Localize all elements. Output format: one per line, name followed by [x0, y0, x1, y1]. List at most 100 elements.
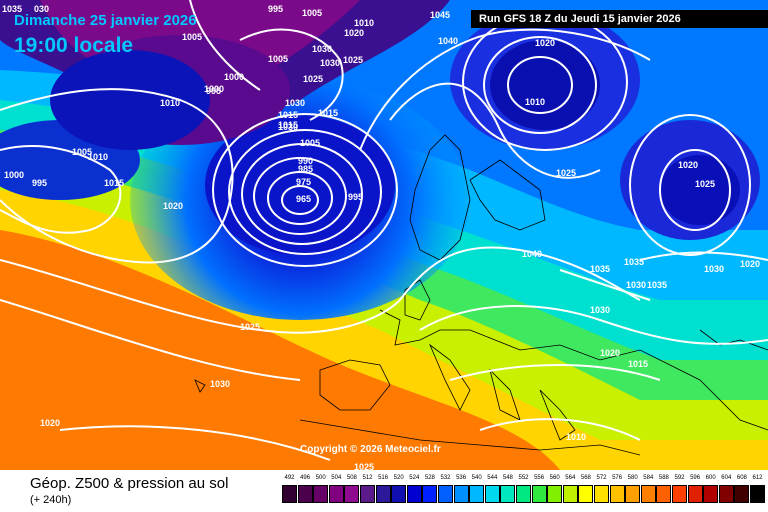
isobar-label: 1035: [624, 257, 644, 267]
legend-tick: 576: [612, 475, 623, 481]
isobar-label: 1010: [525, 97, 545, 107]
isobar-label: 990: [298, 156, 313, 166]
isobar-label: 1035: [590, 264, 610, 274]
isobar-label: 1010: [566, 432, 586, 442]
legend-swatch: [282, 485, 297, 503]
forecast-date: Dimanche 25 janvier 2026: [14, 12, 197, 29]
legend-tick: 600: [705, 475, 716, 481]
legend-swatch: [562, 485, 578, 503]
legend-swatch: [547, 485, 563, 503]
legend-tick: 536: [456, 475, 467, 481]
legend-tick: 520: [393, 475, 404, 481]
legend-tick: 584: [643, 475, 654, 481]
legend-tick: 608: [736, 475, 747, 481]
isobar-label: 1020: [344, 28, 364, 38]
isobar-label: 1030: [626, 280, 646, 290]
legend-tick: 496: [300, 475, 311, 481]
run-info: Run GFS 18 Z du Jeudi 15 janvier 2026: [471, 10, 768, 28]
legend-swatch: [406, 485, 422, 503]
legend-tick: 508: [346, 475, 357, 481]
legend-swatch: [734, 485, 750, 503]
legend-tick: 524: [409, 475, 420, 481]
isobar-label: 1000: [224, 72, 244, 82]
isobar-label: 1015: [278, 120, 298, 130]
isobar-label: 1025: [343, 55, 363, 65]
isobar-label: 1025: [303, 74, 323, 84]
legend-tick: 592: [674, 475, 685, 481]
legend-swatch: [531, 485, 547, 503]
isobar-label: 1040: [438, 36, 458, 46]
legend-tick: 556: [534, 475, 545, 481]
isobar-label: 1030: [320, 58, 340, 68]
legend-swatch: [391, 485, 407, 503]
isobar-label: 995: [268, 4, 283, 14]
isobar-label: 1025: [240, 322, 260, 332]
legend-tick: 604: [721, 475, 732, 481]
legend-swatch: [422, 485, 438, 503]
isobar-label: 1020: [678, 160, 698, 170]
legend-tick: 572: [596, 475, 607, 481]
isobar-label: 1000: [204, 84, 224, 94]
isobar-label: 1005: [72, 147, 92, 157]
legend-tick: 540: [471, 475, 482, 481]
isobar-label: 1025: [556, 168, 576, 178]
legend-swatch: [625, 485, 641, 503]
legend-tick: 492: [284, 475, 295, 481]
legend-tick: 560: [549, 475, 560, 481]
isobar-label: 1040: [522, 249, 542, 259]
isobar-label: 995: [206, 86, 221, 96]
isobar-label: 1035: [2, 4, 22, 14]
legend-tick: 528: [424, 475, 435, 481]
legend-swatch: [360, 485, 375, 503]
isobar-label: 1030: [210, 379, 230, 389]
isobar-label: 1000: [4, 170, 24, 180]
isobar-label: 1010: [88, 152, 108, 162]
legend-swatch: [484, 485, 500, 503]
isobar-label: 1020: [740, 259, 760, 269]
geopotential-field: [0, 0, 768, 470]
isobar-label: 1030: [312, 44, 332, 54]
coastlines: [194, 134, 768, 456]
isobar-label: 1020: [163, 201, 183, 211]
legend-swatch: [297, 485, 313, 503]
isobar-labels: 1035 030 995 100510101045100510301020104010…: [2, 4, 760, 470]
isobar-label: 1025: [695, 179, 715, 189]
isobar-label: 1045: [430, 10, 450, 20]
isobar-label: 1015: [628, 359, 648, 369]
isobars: [0, 0, 768, 461]
isobar-label: 1005: [302, 8, 322, 18]
legend-tick: 544: [487, 475, 498, 481]
legend-swatch: [750, 485, 765, 503]
legend-swatch: [609, 485, 625, 503]
legend-tick: 532: [440, 475, 451, 481]
isobar-label: 985: [298, 164, 313, 174]
isobar-label: 995: [32, 178, 47, 188]
legend-tick: 548: [502, 475, 513, 481]
legend-tick: 552: [518, 475, 529, 481]
isobar-label: 1005: [182, 32, 202, 42]
legend-swatch: [469, 485, 485, 503]
legend-swatch: [718, 485, 734, 503]
isobar-label: 1015: [318, 108, 338, 118]
legend-tick: 588: [658, 475, 669, 481]
isobar-label: 1030: [704, 264, 724, 274]
legend-swatch: [328, 485, 344, 503]
legend-swatch: [640, 485, 656, 503]
isobar-label: 1020: [40, 418, 60, 428]
legend-swatch: [313, 485, 329, 503]
legend-tick: 612: [752, 475, 763, 481]
legend-swatch: [344, 485, 360, 503]
legend-tick: 580: [627, 475, 638, 481]
isobar-label: 1015: [104, 178, 124, 188]
legend-swatch: [687, 485, 703, 503]
isobar-label: 965: [296, 194, 311, 204]
legend-swatch: [516, 485, 531, 503]
legend-tick: 500: [315, 475, 326, 481]
legend-tick: 516: [378, 475, 389, 481]
isobar-label: 1005: [268, 54, 288, 64]
isobar-label: 975: [296, 177, 311, 187]
isobar-label: 1030: [278, 122, 298, 132]
forecast-time: 19:00 locale: [14, 34, 134, 57]
forecast-lead: (+ 240h): [30, 494, 72, 506]
legend-swatch: [656, 485, 672, 503]
